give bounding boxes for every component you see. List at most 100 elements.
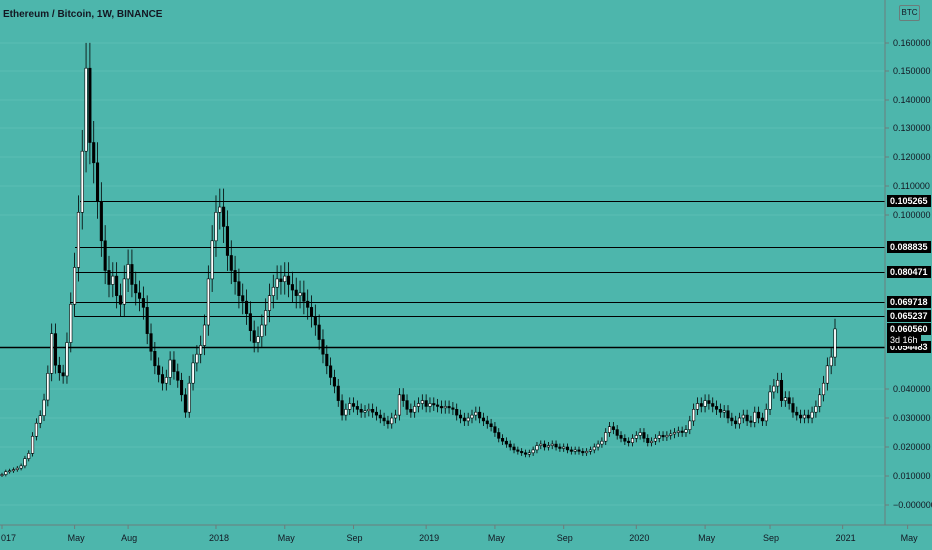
candle-body [455,408,459,416]
candle-body [351,403,356,407]
candle-body [176,371,180,381]
price-tick-label: 0.150000 [893,66,931,76]
candle-body [535,445,539,451]
candle-body [825,365,829,384]
candle-body [829,356,833,367]
candle-body [248,313,252,331]
candle-body [115,275,119,296]
price-scale[interactable]: 0.160000 0.150000 0.140000 0.130000 0.120000… [885,38,932,510]
level-price-badge: 0.069718 [887,296,931,308]
candle-body [15,467,19,470]
candle-body [225,226,229,256]
candle-body [73,267,77,305]
candle-body [332,377,336,387]
level-price-badge: 0.080471 [887,266,931,278]
candle-body [810,411,814,419]
candle-body [275,278,279,288]
candle-body [99,201,103,242]
candle-body [118,295,122,305]
candle-body [520,451,524,454]
candle-body [795,411,799,416]
time-scale[interactable]: 017 May Aug 2018 May Sep 2019 May Sep 2020 May Sep 2… [1,525,918,543]
candle-body [53,333,58,366]
candle-body [306,300,310,308]
candle-body [317,324,321,340]
candle-body [57,364,61,374]
candle-body [692,408,696,422]
candle-body [703,400,707,407]
candle-body [103,240,107,271]
candle-body [737,417,742,425]
candle-body [340,400,344,416]
candle-body [309,307,314,317]
candle-body [833,328,837,358]
candle-body [202,324,207,346]
candle-body [791,403,795,413]
candle-body [730,417,734,422]
candle-body [4,471,8,475]
candle-body [95,162,100,203]
candle-body [11,469,16,472]
candle-body [604,432,608,442]
candle-body [245,300,249,314]
candle-body [722,410,726,413]
candle-body [138,292,142,299]
candle-body [199,345,203,355]
horizontal-levels [0,201,885,349]
candle-body [298,292,302,296]
candle-body [470,414,474,419]
candle-body [688,420,692,430]
candle-body [734,420,738,425]
candle-body [321,339,325,355]
candle-body [745,414,749,422]
candle-body [707,400,711,404]
price-tick-label: 0.110000 [893,181,930,191]
candle-body [684,429,688,433]
candle-body [390,417,394,425]
candle-body [672,432,677,435]
candle-body [539,443,543,446]
candle-body [34,422,38,437]
price-tick-label: 0.130000 [893,123,931,133]
price-tick-label: 0.120000 [893,152,931,162]
candle-body [141,298,145,308]
time-tick-label: May [488,533,506,543]
price-tick-label: 0.010000 [893,471,931,481]
time-tick-label: 2021 [836,533,856,543]
candle-body [279,278,283,282]
candle-body [447,406,451,409]
candle-body [302,292,306,302]
candle-body [367,408,371,412]
candle-body [172,359,176,372]
time-tick-label: 2019 [419,533,439,543]
level-price-badge: 0.088835 [887,241,931,253]
time-tick-label: Sep [347,533,363,543]
candle-body [325,353,329,367]
candle-body [489,423,493,427]
candle-body [378,414,382,419]
candle-body [642,432,646,439]
candle-body [711,403,715,407]
candle-body [149,333,153,352]
candle-body [497,432,501,439]
candle-body [764,408,768,422]
candle-body [348,403,352,410]
candle-body [512,446,516,451]
candle-body [233,270,237,282]
candle-body [493,426,497,433]
currency-selector[interactable]: BTC [899,5,920,21]
candle-body [623,437,627,442]
candle-body [359,408,363,413]
candle-body [768,391,772,410]
price-tick-label: 0.020000 [893,442,931,452]
candle-body [409,408,413,413]
time-tick-label: May [698,533,716,543]
candle-body [413,406,417,413]
candle-body [157,365,161,375]
candle-body [206,278,210,326]
candle-body [676,430,680,433]
candle-body [371,408,375,413]
candle-body [401,394,405,401]
candle-body [210,240,214,280]
